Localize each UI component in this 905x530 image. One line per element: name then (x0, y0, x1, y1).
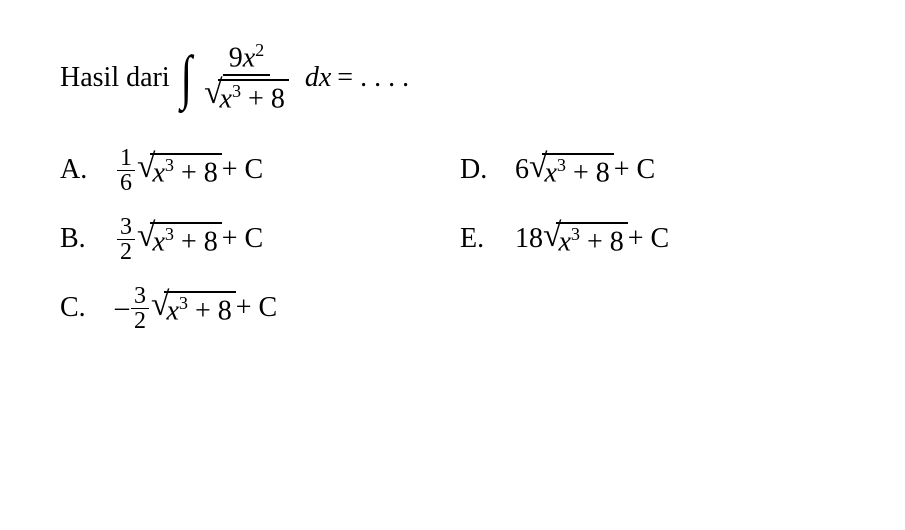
question-prefix: Hasil dari (60, 62, 170, 94)
option-b: B. 3 2 √ x3 + 8 + C (60, 215, 460, 264)
d-sqrt-exp: 3 (557, 155, 566, 175)
dx: dx (305, 62, 331, 94)
option-a-sqrt: √ x3 + 8 (137, 150, 222, 189)
denom-var: x (220, 84, 232, 115)
option-b-label: B. (60, 223, 95, 255)
option-b-sqrt: √ x3 + 8 (137, 219, 222, 258)
num-exp: 2 (255, 40, 264, 60)
denom-exp: 3 (232, 81, 241, 101)
c-sqrt-exp: 3 (179, 293, 188, 313)
option-a-frac: 1 6 (117, 146, 135, 195)
a-sqrt-var: x (152, 158, 164, 189)
option-e-sqrt: √ x3 + 8 (543, 219, 628, 258)
b-sqrt-content: x3 + 8 (150, 222, 221, 258)
a-sqrt-content: x3 + 8 (150, 153, 221, 189)
d-suffix: + C (614, 154, 655, 186)
option-d: D. 6 √ x3 + 8 + C (460, 146, 860, 195)
e-suffix: + C (628, 223, 669, 255)
d-sqrt-var: x (544, 158, 556, 189)
option-a-label: A. (60, 154, 95, 186)
a-sqrt-rest: + 8 (174, 158, 218, 189)
c-frac-den: 2 (131, 309, 149, 333)
c-frac-num: 3 (131, 284, 149, 309)
e-sqrt-var: x (558, 227, 570, 258)
b-frac-den: 2 (117, 240, 135, 264)
b-sqrt-var: x (152, 227, 164, 258)
denominator: √ x3 + 8 (198, 76, 295, 115)
e-sqrt-rest: + 8 (580, 227, 624, 258)
c-minus: – (115, 292, 129, 324)
sqrt-content: x3 + 8 (218, 79, 289, 115)
option-e: E. 18 √ x3 + 8 + C (460, 215, 860, 264)
b-suffix: + C (222, 223, 263, 255)
num-var: x (243, 42, 255, 73)
c-suffix: + C (236, 292, 277, 324)
c-sqrt-content: x3 + 8 (164, 291, 235, 327)
option-c-label: C. (60, 292, 95, 324)
b-sqrt-exp: 3 (165, 224, 174, 244)
e-sqrt-exp: 3 (571, 224, 580, 244)
num-coef: 9 (229, 42, 243, 73)
options-grid: A. 1 6 √ x3 + 8 + C D. 6 √ x3 + 8 + C B.… (60, 146, 845, 333)
option-b-frac: 3 2 (117, 215, 135, 264)
c-sqrt-var: x (166, 296, 178, 327)
a-sqrt-exp: 3 (165, 155, 174, 175)
option-d-sqrt: √ x3 + 8 (529, 150, 614, 189)
d-coef: 6 (515, 154, 529, 186)
option-c-frac: 3 2 (131, 284, 149, 333)
a-suffix: + C (222, 154, 263, 186)
integrand-fraction: 9x2 √ x3 + 8 (198, 40, 295, 116)
option-a: A. 1 6 √ x3 + 8 + C (60, 146, 460, 195)
d-sqrt-content: x3 + 8 (542, 153, 613, 189)
option-d-label: D. (460, 154, 495, 186)
equals-dots: = . . . . (337, 62, 409, 94)
b-frac-num: 3 (117, 215, 135, 240)
e-coef: 18 (515, 223, 543, 255)
e-sqrt-content: x3 + 8 (556, 222, 627, 258)
question-line: Hasil dari ∫ 9x2 √ x3 + 8 dx = . . . . (60, 40, 845, 116)
d-sqrt-rest: + 8 (566, 158, 610, 189)
denom-plus: + 8 (241, 84, 285, 115)
option-e-label: E. (460, 223, 495, 255)
b-sqrt-rest: + 8 (174, 227, 218, 258)
c-sqrt-rest: + 8 (188, 296, 232, 327)
a-frac-num: 1 (117, 146, 135, 171)
numerator: 9x2 (223, 40, 271, 76)
option-c-sqrt: √ x3 + 8 (151, 288, 236, 327)
a-frac-den: 6 (117, 171, 135, 195)
integral-sign: ∫ (180, 43, 192, 112)
option-c: C. – 3 2 √ x3 + 8 + C (60, 284, 460, 333)
denom-sqrt: √ x3 + 8 (204, 76, 289, 115)
